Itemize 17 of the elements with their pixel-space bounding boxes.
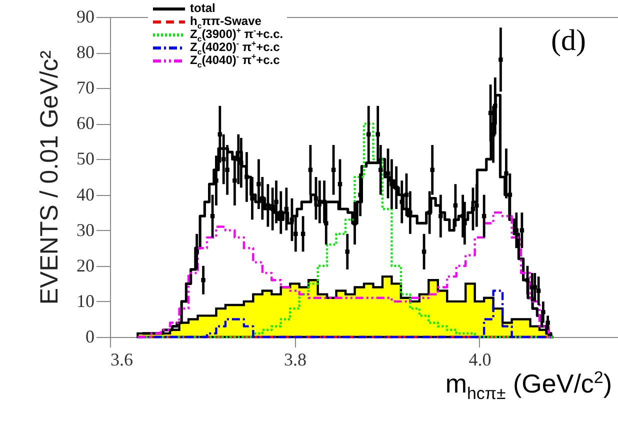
y-tick-label: 0 (86, 326, 94, 346)
x-tick-label: 3.8 (284, 350, 306, 370)
x-tick-label: 3.6 (110, 350, 133, 370)
annotation: (d) (551, 24, 586, 58)
y-tick-label: 60 (76, 113, 94, 134)
x-tick-label: 4.0 (468, 350, 492, 370)
y-tick-label: 70 (76, 78, 94, 98)
legend-label: total (190, 1, 216, 15)
y-tick-label: 80 (76, 42, 94, 62)
y-tick-label: 10 (76, 290, 94, 311)
x-axis-title: m$_{hcπ±}$ (GeV/c$^{2}$) (445, 368, 612, 404)
y-tick-label: 90 (76, 6, 94, 26)
y-tick-label: 30 (76, 220, 94, 240)
y-axis-title: EVENTS / 0.01 GeV/c² (36, 50, 64, 305)
y-tick-label: 40 (76, 184, 94, 204)
y-tick-label: 20 (76, 255, 94, 276)
y-tick-label: 50 (76, 148, 94, 169)
